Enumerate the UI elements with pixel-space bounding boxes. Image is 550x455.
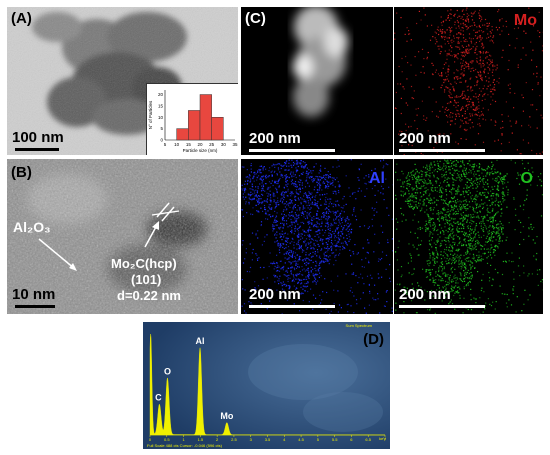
panel-b-hrtem: (B) Al₂O₃ Mo₂C(hcp) (101) d=0.22 nm 10 n… (7, 159, 238, 314)
hist-x-tick-3: 20 (197, 142, 203, 147)
panel-d-eds-spectrum: 0 0.5 1 1.5 2 2.5 3 3.5 4 4.5 5 5.5 6 6.5 7 C O Al Mo (D) … (143, 322, 390, 449)
hist-y-tick-3: 15 (158, 103, 164, 108)
mo-scale-bar (399, 149, 485, 152)
panel-b-scale-text: 10 nm (12, 286, 56, 303)
eds-spectrum-trace (149, 333, 386, 436)
hist-x-tick-4: 25 (209, 142, 215, 147)
panel-d-label: (D) (363, 331, 384, 348)
eds-peak-label-O: O (164, 366, 171, 376)
hist-x-tick-1: 10 (174, 142, 180, 147)
mo-element-label: Mo (513, 12, 537, 29)
eds-x-tick-4: 2 (216, 437, 219, 442)
hist-bar-0 (176, 128, 189, 141)
hist-x-tick-5: 30 (221, 142, 227, 147)
panel-o-map: O 200 nm (394, 159, 543, 314)
hist-x-tick-2: 15 (186, 142, 192, 147)
hist-x-tick-0: 5 (164, 142, 167, 147)
panel-mo-map: Mo 200 nm (394, 7, 543, 155)
mo2c-label-line3: d=0.22 nm (117, 288, 181, 303)
eds-header: Sum Spectrum (345, 323, 372, 328)
eds-spectrum-plot: 0 0.5 1 1.5 2 2.5 3 3.5 4 4.5 5 5.5 6 6.5 7 C O Al Mo (143, 322, 390, 449)
panel-b-label: (B) (11, 164, 32, 181)
hist-y-tick-0: 0 (160, 138, 163, 143)
panel-al-map: Al 200 nm (241, 159, 393, 314)
eds-peak-label-Mo: Mo (220, 411, 233, 421)
mo-map-dots (394, 7, 543, 155)
al2o3-label: Al₂O₃ (13, 219, 51, 235)
mo2c-label-line2: (101) (131, 272, 162, 287)
eds-x-tick-13: 6.5 (365, 437, 371, 442)
panel-a-scale-text: 100 nm (12, 129, 64, 146)
hist-bar-3 (211, 117, 224, 141)
panel-a-scale-bar (15, 148, 59, 151)
eds-footer-left: Full Scale 488 cts Cursor: -0.046 (596 c… (147, 443, 222, 448)
eds-x-tick-9: 4.5 (298, 437, 304, 442)
eds-x-tick-14: 7 (384, 437, 387, 442)
eds-x-tick-2: 1 (182, 437, 185, 442)
eds-x-tick-7: 3.5 (265, 437, 271, 442)
panel-a-label: (A) (11, 10, 32, 27)
hist-bar-1 (188, 110, 201, 141)
panel-c-scale-text: 200 nm (249, 130, 301, 147)
eds-footer-right: keV (379, 436, 386, 441)
o-element-label: O (520, 170, 533, 187)
al-scale-bar (249, 305, 335, 308)
eds-x-tick-11: 5.5 (332, 437, 338, 442)
o-map-dots (394, 159, 543, 314)
hist-y-label: N° of Particles (148, 100, 153, 129)
haadf-image (293, 7, 348, 117)
panel-b-scale-bar (15, 305, 55, 308)
al-map-dots (241, 159, 393, 314)
eds-x-tick-6: 3 (250, 437, 253, 442)
panel-c-scale-bar (249, 149, 335, 152)
eds-peak-label-Al: Al (196, 336, 205, 346)
o-scale-text: 200 nm (399, 286, 451, 303)
hist-y-tick-2: 10 (158, 115, 164, 120)
panel-c-haadf: (C) 200 nm (241, 7, 393, 155)
eds-x-tick-10: 5 (317, 437, 320, 442)
hist-x-tick-6: 35 (232, 142, 238, 147)
mo2c-label-line1: Mo₂C(hcp) (111, 256, 177, 271)
hist-bar-2 (199, 94, 212, 141)
eds-x-tick-8: 4 (283, 437, 286, 442)
o-scale-bar (399, 305, 485, 308)
al-element-label: Al (369, 170, 385, 187)
eds-x-tick-0: 0 (149, 437, 152, 442)
eds-x-tick-5: 2.5 (231, 437, 237, 442)
hist-x-label: Particle size (nm) (183, 148, 218, 153)
hist-y-tick-4: 20 (158, 92, 164, 97)
eds-peak-label-C: C (155, 393, 162, 403)
panel-c-label: (C) (245, 10, 266, 27)
panel-a-tem: (A) 100 nm 5 10 15 20 25 30 35 0 5 10 15 20 Particle… (7, 7, 238, 155)
hrtem-image (7, 159, 238, 314)
al-scale-text: 200 nm (249, 286, 301, 303)
mo-scale-text: 200 nm (399, 130, 451, 147)
hist-y-tick-1: 5 (160, 126, 163, 131)
eds-x-tick-12: 6 (350, 437, 353, 442)
eds-x-tick-1: 0.5 (164, 437, 170, 442)
eds-x-tick-3: 1.5 (198, 437, 204, 442)
